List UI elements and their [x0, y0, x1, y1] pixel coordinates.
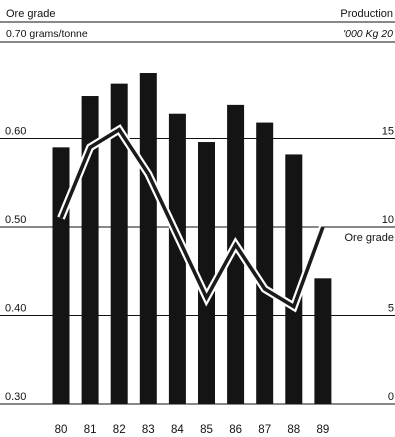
ore-grade-line — [59, 127, 325, 310]
ore-grade-line-group: Ore grade — [57, 124, 394, 313]
bar-86 — [227, 104, 245, 405]
ore-grade-line-halo — [57, 124, 327, 313]
left-axis-title: Ore grade — [6, 8, 56, 20]
bar-80 — [52, 147, 70, 404]
right-tick-label-10: 10 — [382, 214, 394, 226]
right-tick-label-15: 15 — [382, 126, 394, 138]
x-tick-label-87: 87 — [258, 424, 271, 436]
x-tick-label-82: 82 — [113, 424, 126, 436]
left-tick-label-0.60: 0.60 — [5, 126, 26, 138]
bar-89 — [314, 278, 332, 404]
ore-grade-line-label: Ore grade — [344, 232, 394, 244]
left-tick-label-0.50: 0.50 — [5, 214, 26, 226]
bar-83 — [139, 73, 157, 404]
bar-85 — [198, 142, 215, 405]
x-tick-label-86: 86 — [229, 424, 242, 436]
x-tick-label-88: 88 — [287, 424, 300, 436]
right-axis-title: Production — [340, 8, 393, 20]
left-tick-label-0.30: 0.30 — [5, 391, 26, 403]
bar-88 — [285, 154, 303, 404]
x-tick-label-85: 85 — [200, 424, 213, 436]
left-tick-label-0.40: 0.40 — [5, 303, 26, 315]
bar-82 — [110, 83, 128, 404]
x-tick-label-84: 84 — [171, 424, 184, 436]
axis-ticks: 0.30 0.40 0.50 0.60 0 5 10 15 80 81 82 83 84 85 86 87 88… — [5, 126, 394, 437]
bar-81 — [81, 96, 99, 405]
left-axis-units: 0.70 grams/tonne — [6, 28, 88, 40]
production-bars — [52, 73, 332, 405]
x-tick-label-89: 89 — [317, 424, 330, 436]
x-tick-label-80: 80 — [55, 424, 68, 436]
right-tick-label-5: 5 — [388, 303, 394, 315]
bar-84 — [168, 113, 186, 404]
bar-87 — [256, 122, 274, 404]
x-tick-label-83: 83 — [142, 424, 155, 436]
right-tick-label-0: 0 — [388, 391, 394, 403]
x-tick-label-81: 81 — [84, 424, 97, 436]
right-axis-units: '000 Kg 20 — [343, 28, 393, 40]
